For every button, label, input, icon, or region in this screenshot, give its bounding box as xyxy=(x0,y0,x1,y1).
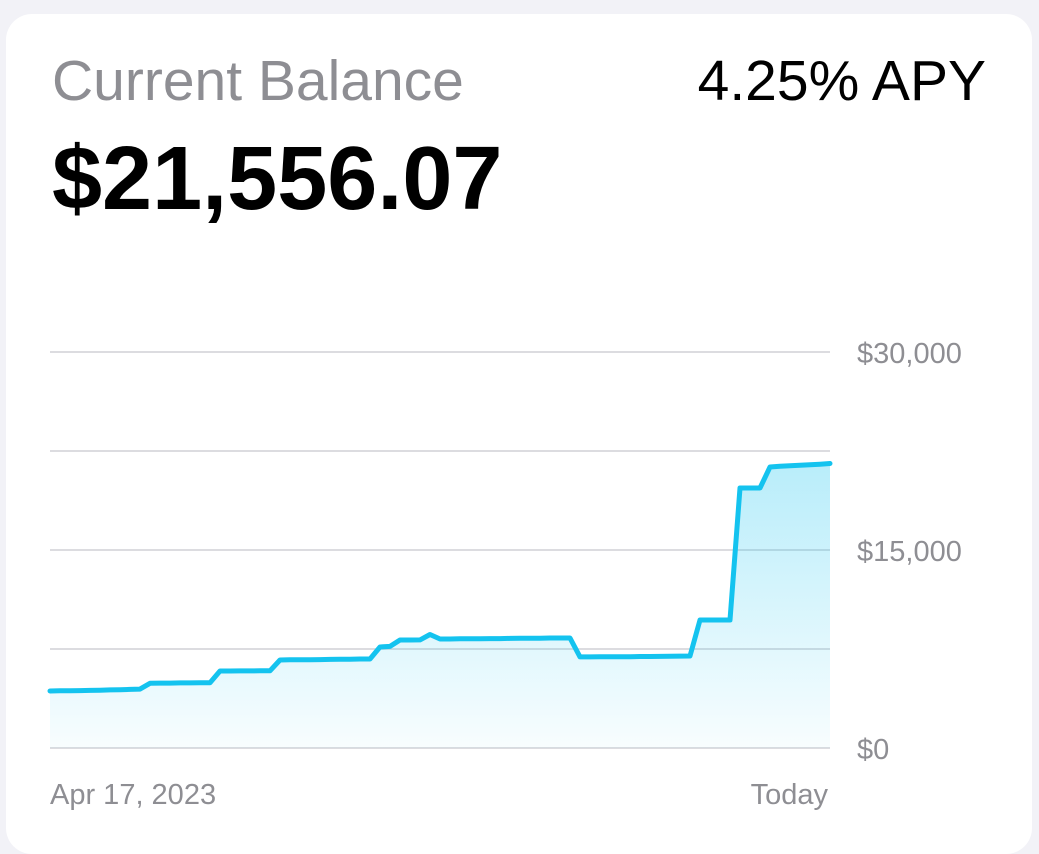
x-tick-label: Apr 17, 2023 xyxy=(50,779,216,811)
y-tick-label: $15,000 xyxy=(857,536,962,568)
balance-line xyxy=(47,461,833,694)
y-tick-label: $30,000 xyxy=(857,338,962,370)
apy-rate: 4.25% APY xyxy=(697,49,986,113)
balance-amount: $21,556.07 xyxy=(52,129,503,229)
x-tick-label: Today xyxy=(751,779,829,811)
balance-chart: $0 $15,000 $30,000 Apr 17, 2023 Today xyxy=(47,338,962,811)
page: Current Balance 4.25% APY $21,556.07 $0 $… xyxy=(6,14,1032,854)
y-tick-label: $0 xyxy=(857,734,889,766)
area-fill xyxy=(50,463,830,748)
balance-label: Current Balance xyxy=(52,49,464,113)
